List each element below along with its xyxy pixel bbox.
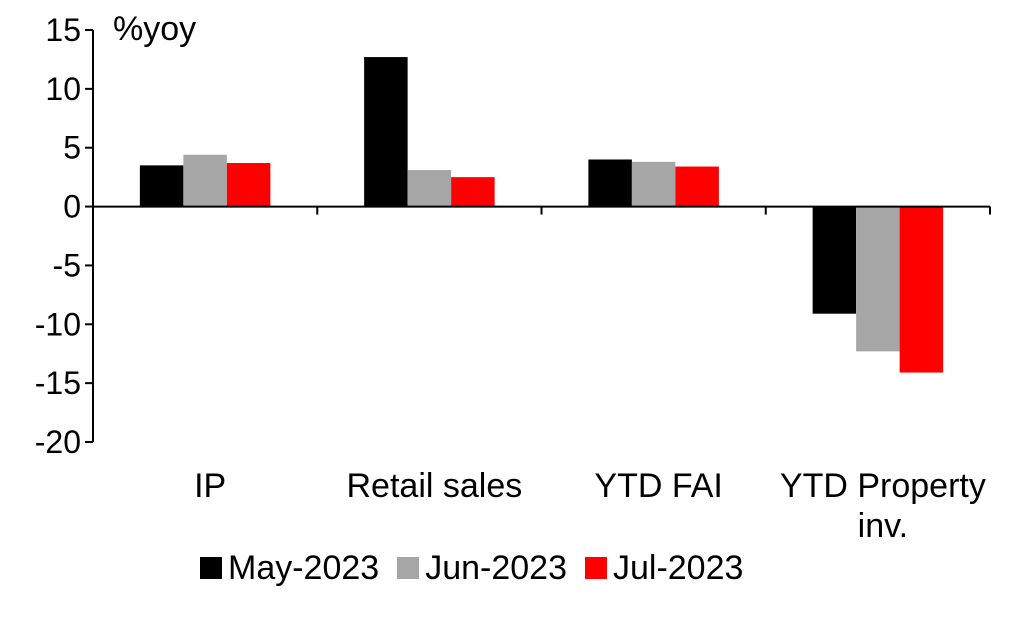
legend: May-2023 Jun-2023 Jul-2023 [200, 546, 761, 590]
y-tick-label: 5 [63, 130, 81, 166]
bar [856, 206, 900, 352]
bar [183, 154, 227, 207]
bar [407, 170, 452, 207]
bar [364, 57, 408, 207]
bars [139, 57, 944, 373]
legend-swatch [397, 557, 420, 579]
x-tick-label: inv. [858, 507, 908, 545]
x-tick-label: IP [194, 467, 226, 505]
y-axis-label: %yoy [113, 10, 196, 48]
bar [631, 161, 676, 207]
x-tick-label: YTD Property [780, 467, 986, 505]
legend-swatch [584, 557, 607, 579]
legend-label: Jun-2023 [425, 548, 567, 587]
y-tick-label: -15 [35, 365, 81, 401]
legend-item: Jul-2023 [584, 548, 744, 588]
bar [588, 159, 632, 207]
y-tick-label: 0 [63, 189, 81, 225]
x-tick-label: Retail sales [347, 467, 523, 505]
legend-label: Jul-2023 [612, 548, 744, 587]
legend-swatch [200, 557, 222, 579]
y-tick-label: -10 [35, 306, 81, 342]
legend-item: Jun-2023 [397, 549, 567, 588]
legend-label: May-2023 [228, 548, 380, 587]
bar [451, 177, 495, 207]
bar [226, 163, 271, 207]
bar [899, 206, 944, 373]
y-tick-label: 10 [45, 71, 81, 107]
y-axis: 15 10 5 0 -5 -10 -15 -20 [35, 12, 94, 460]
y-tick-label: -5 [53, 247, 81, 283]
bar [675, 166, 719, 207]
y-tick-label: 15 [45, 12, 81, 48]
bar [139, 165, 184, 207]
y-tick-label: -20 [35, 424, 81, 460]
bar [812, 206, 857, 314]
legend-item: May-2023 [200, 549, 379, 588]
x-tick-label: YTD FAI [594, 467, 722, 505]
